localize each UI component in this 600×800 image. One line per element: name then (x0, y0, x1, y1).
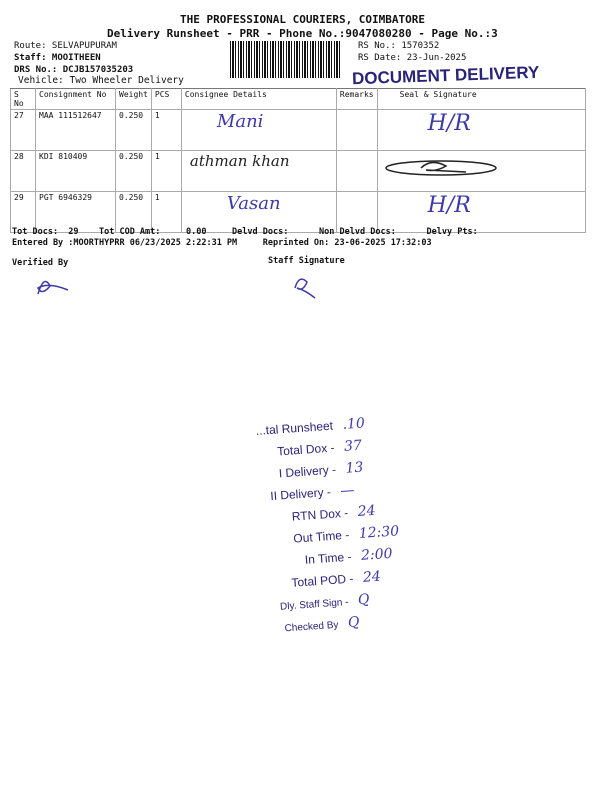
summary-label: Out Time - (292, 527, 350, 546)
staff-signature-label: Staff Signature (268, 256, 345, 266)
consignee: Vasan (180, 191, 337, 233)
route: Route: SELVAPUPURAM (14, 41, 117, 51)
table-row: 29 PGT 6946329 0.250 1 Vasan H/R (10, 191, 587, 233)
drs-no: DRS No.: DCJB157035203 (14, 65, 134, 75)
col-consignee: Consignee Details (180, 88, 337, 110)
sno: 27 (10, 109, 36, 151)
document-delivery-stamp: DOCUMENT DELIVERY (351, 62, 540, 89)
summary-stamp: ...tal Runsheet .10 Total Dox - 37 I Deliv… (255, 407, 435, 634)
verified-signature (37, 280, 69, 295)
summary-value: 24 (362, 568, 382, 586)
weight: 0.250 (115, 150, 152, 192)
summary-label: II Delivery - (269, 484, 332, 504)
summary-value: 13 (345, 459, 364, 477)
summary-label: Total Dox - (276, 440, 335, 459)
col-remarks: Remarks (335, 88, 378, 110)
pcs: 1 (150, 109, 182, 151)
staff: Staff: MOOITHEEN (14, 53, 101, 63)
sno: 29 (10, 191, 36, 233)
remarks (335, 191, 378, 233)
remarks (335, 109, 378, 151)
rs-date: RS Date: 23-Jun-2025 (358, 53, 467, 63)
summary-label: ...tal Runsheet (255, 418, 334, 438)
entered-by: Entered By :MOORTHYPRR 06/23/2025 2:22:3… (12, 238, 432, 248)
summary-row: RTN Dox - 24 (291, 500, 376, 525)
sno: 28 (10, 150, 36, 192)
col-sno: S No (10, 88, 36, 110)
consignment-table: S No Consignment No Weight PCS Consignee… (10, 88, 587, 233)
consignment-no: PGT 6946329 (35, 191, 116, 233)
summary-label: Dly. Staff Sign - (279, 596, 349, 613)
totals-line: Tot Docs: 29 Tot COD Amt: 0.00 Delvd Doc… (12, 227, 478, 237)
summary-row: Checked By Q (284, 611, 360, 635)
remarks (335, 150, 378, 192)
summary-row: II Delivery - — (270, 479, 355, 504)
summary-label: RTN Dox - (291, 505, 349, 524)
consignee: athman khan (180, 150, 337, 192)
table-row: 27 MAA 111512647 0.250 1 Mani H/R (10, 109, 587, 151)
col-pcs: PCS (150, 88, 182, 110)
summary-row: Total POD - 24 (290, 566, 382, 591)
summary-value: Q (357, 591, 371, 609)
summary-value: Q (347, 614, 360, 631)
summary-value: 2:00 (360, 545, 394, 564)
signature-scribble (384, 160, 497, 176)
col-weight: Weight (115, 88, 152, 110)
consignee: Mani (180, 109, 337, 151)
summary-row: In Time - 2:00 (304, 543, 393, 568)
summary-value: — (339, 482, 356, 500)
consignment-no: MAA 111512647 (35, 109, 116, 151)
summary-label: In Time - (304, 549, 352, 567)
seal-signature: H/R (376, 109, 587, 151)
summary-label: I Delivery - (278, 462, 337, 481)
company-name: THE PROFESSIONAL COURIERS, COIMBATORE (180, 13, 426, 26)
barcode (230, 41, 340, 78)
summary-label: Total POD - (290, 571, 354, 590)
verified-by-label: Verified By (12, 258, 69, 268)
summary-row: Dly. Staff Sign - Q (279, 588, 370, 613)
rs-no: RS No.: 1570352 (358, 41, 440, 51)
col-consignment: Consignment No (35, 88, 116, 110)
summary-value: .10 (342, 415, 366, 433)
pcs: 1 (150, 150, 182, 192)
summary-value: 37 (343, 437, 363, 455)
summary-value: 12:30 (358, 523, 400, 543)
seal-signature (376, 150, 587, 192)
summary-row: Total Dox - 37 (276, 435, 363, 460)
summary-label: Checked By (284, 619, 339, 635)
runsheet-title: Delivery Runsheet - PRR - Phone No.:9047… (107, 27, 498, 40)
col-seal: Seal & Signature (376, 88, 587, 110)
vehicle: Vehicle: Two Wheeler Delivery (18, 75, 184, 86)
consignment-no: KDI 810409 (35, 150, 116, 192)
table-row: 28 KDI 810409 0.250 1 athman khan (10, 150, 587, 192)
seal-signature: H/R (376, 191, 587, 233)
summary-row: I Delivery - 13 (278, 457, 364, 482)
summary-value: 24 (357, 502, 377, 521)
table-header: S No Consignment No Weight PCS Consignee… (10, 88, 587, 110)
weight: 0.250 (115, 109, 152, 151)
pcs: 1 (150, 191, 182, 233)
staff-signature (294, 278, 316, 299)
